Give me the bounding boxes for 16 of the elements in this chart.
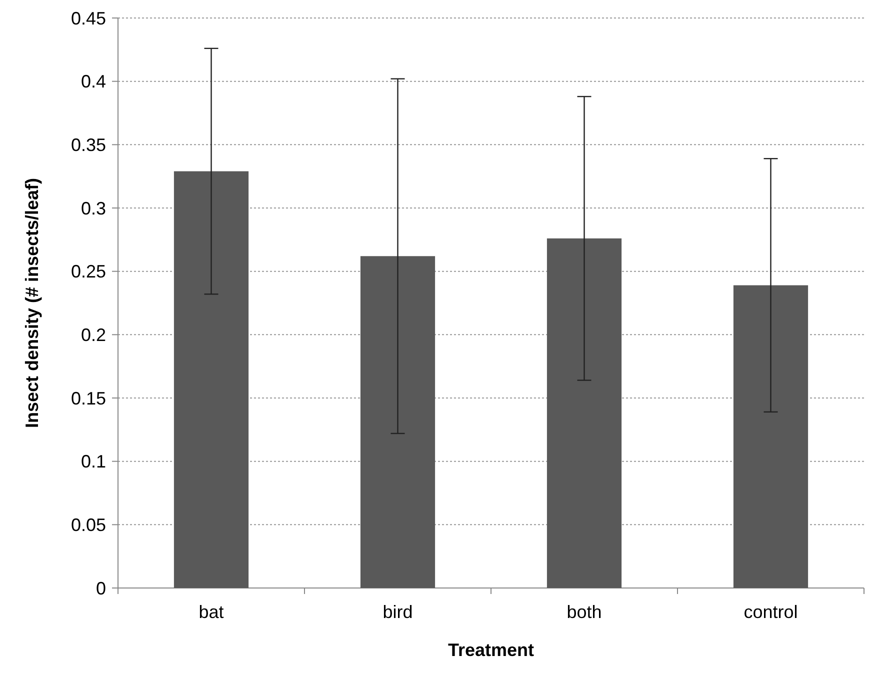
y-tick-label: 0.45 <box>70 8 106 28</box>
y-tick-label: 0.2 <box>80 324 106 345</box>
y-tick-label: 0.05 <box>70 514 106 535</box>
y-tick-label: 0.35 <box>70 134 106 155</box>
x-axis-title: Treatment <box>448 640 534 660</box>
y-tick-label: 0.15 <box>70 388 106 408</box>
y-tick-label: 0 <box>96 578 106 598</box>
y-tick-label: 0.1 <box>80 452 106 472</box>
y-axis-title: Insect density (# insects/leaf) <box>22 178 42 428</box>
y-tick-label: 0.4 <box>80 72 106 92</box>
y-tick-label: 0.3 <box>80 198 106 218</box>
x-tick-label: bird <box>382 602 413 622</box>
x-tick-label: control <box>744 602 798 622</box>
y-tick-label: 0.25 <box>70 262 106 282</box>
x-tick-label: both <box>566 602 602 622</box>
x-tick-label: bat <box>198 602 224 622</box>
